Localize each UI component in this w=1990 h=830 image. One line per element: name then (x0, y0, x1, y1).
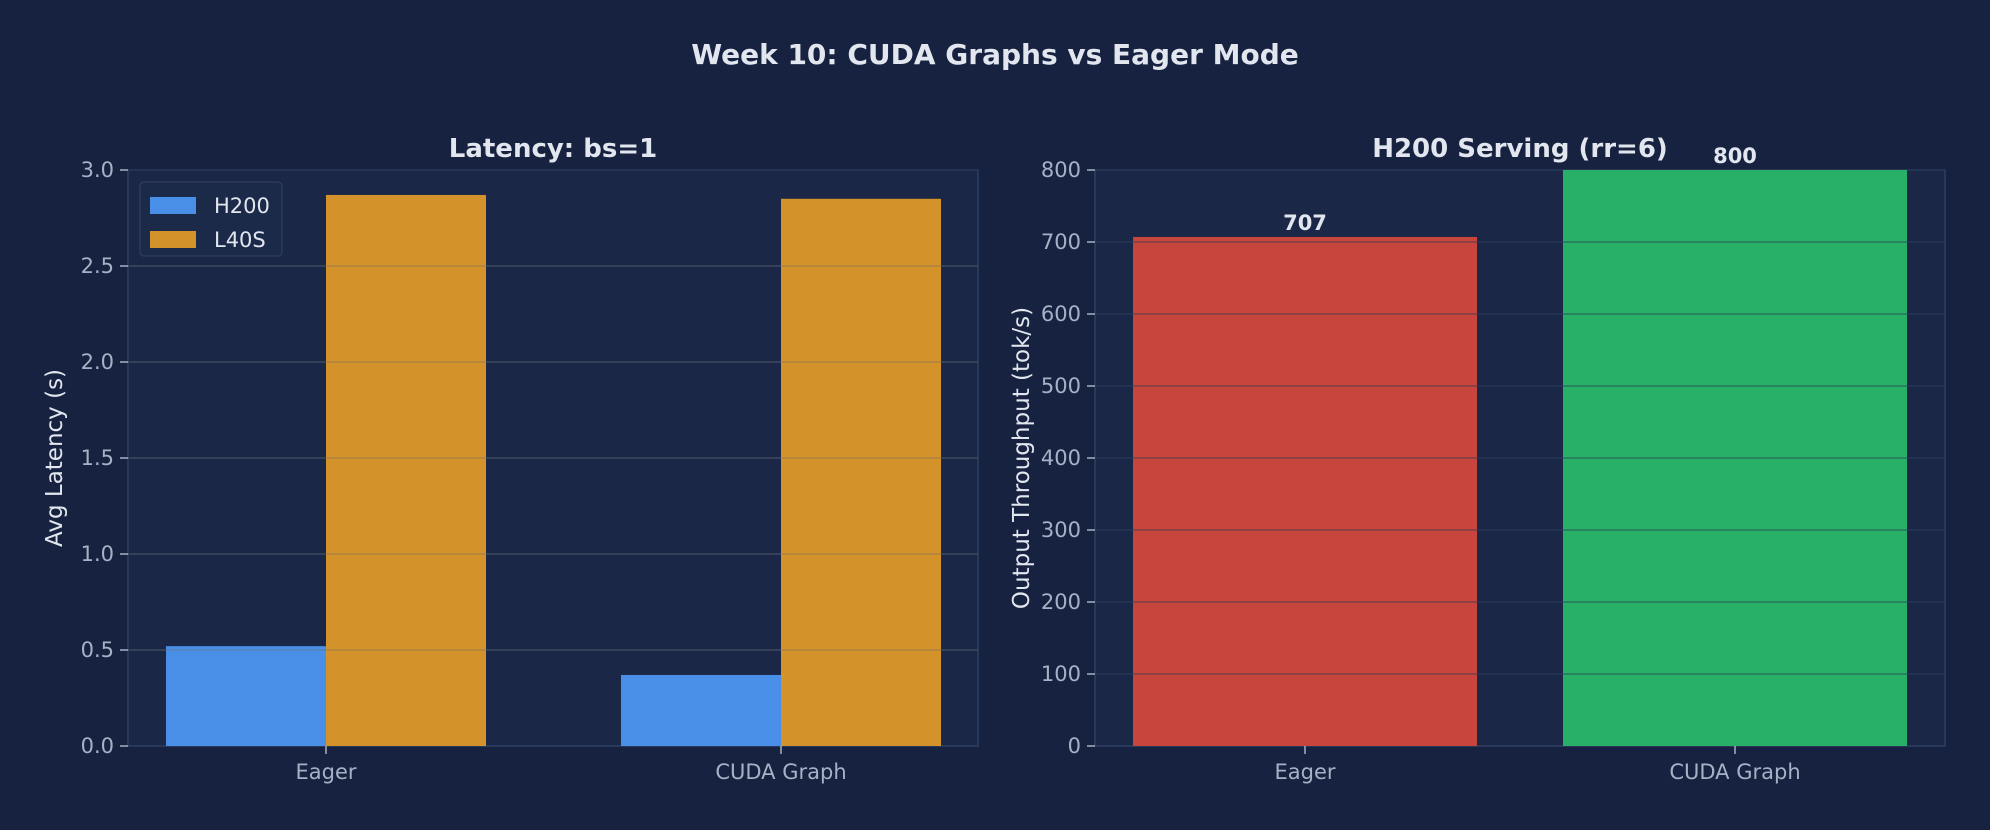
chart-1-ytick-label: 1.0 (81, 542, 114, 566)
chart-1-legend-label-l40s: L40S (214, 228, 266, 252)
chart-1-ytick-label: 0.5 (81, 638, 114, 662)
chart-2-ytick-label: 200 (1041, 590, 1081, 614)
chart-1-ytick-label: 0.0 (81, 734, 114, 758)
chart-1-bar-l40s-cuda-graph (781, 198, 941, 747)
chart-2-title: H200 Serving (rr=6) (1372, 134, 1668, 164)
chart-2-ytick-label: 100 (1041, 662, 1081, 686)
chart-1-ylabel: Avg Latency (s) (42, 369, 68, 547)
chart-1-legend-label-h200: H200 (214, 194, 270, 218)
chart-2-ylabel: Output Throughput (tok/s) (1009, 307, 1035, 609)
chart-1-ytick-label: 1.5 (81, 446, 114, 470)
chart-2-value-label: 800 (1713, 144, 1757, 168)
chart-2-ytick-label: 0 (1068, 734, 1081, 758)
chart-2-ytick-label: 500 (1041, 374, 1081, 398)
chart-2-bar-eager (1133, 236, 1477, 746)
chart-1-xtick-label: CUDA Graph (715, 760, 846, 784)
chart-2-ytick-label: 400 (1041, 446, 1081, 470)
chart-1-ytick-label: 2.5 (81, 254, 114, 278)
chart-2-value-label: 707 (1283, 211, 1327, 235)
chart-2-ytick-label: 600 (1041, 302, 1081, 326)
chart-1-bar-h200-cuda-graph (621, 674, 781, 746)
chart-1-legend-swatch-h200 (150, 197, 196, 214)
chart-2-xtick-label: Eager (1274, 760, 1335, 784)
figure-title: Week 10: CUDA Graphs vs Eager Mode (691, 38, 1299, 71)
chart-1-bar-h200-eager (166, 646, 326, 746)
chart-1-title: Latency: bs=1 (449, 134, 657, 164)
chart-1-bar-l40s-eager (326, 194, 486, 746)
chart-1-ytick-label: 2.0 (81, 350, 114, 374)
chart-2-ytick-label: 300 (1041, 518, 1081, 542)
chart-1-legend-swatch-l40s (150, 231, 196, 248)
chart-2-ytick-label: 700 (1041, 230, 1081, 254)
chart-2-ytick-label: 800 (1041, 158, 1081, 182)
chart-1-xtick-label: Eager (295, 760, 356, 784)
chart-1-ytick-label: 3.0 (81, 158, 114, 182)
chart-2-xtick-label: CUDA Graph (1669, 760, 1800, 784)
